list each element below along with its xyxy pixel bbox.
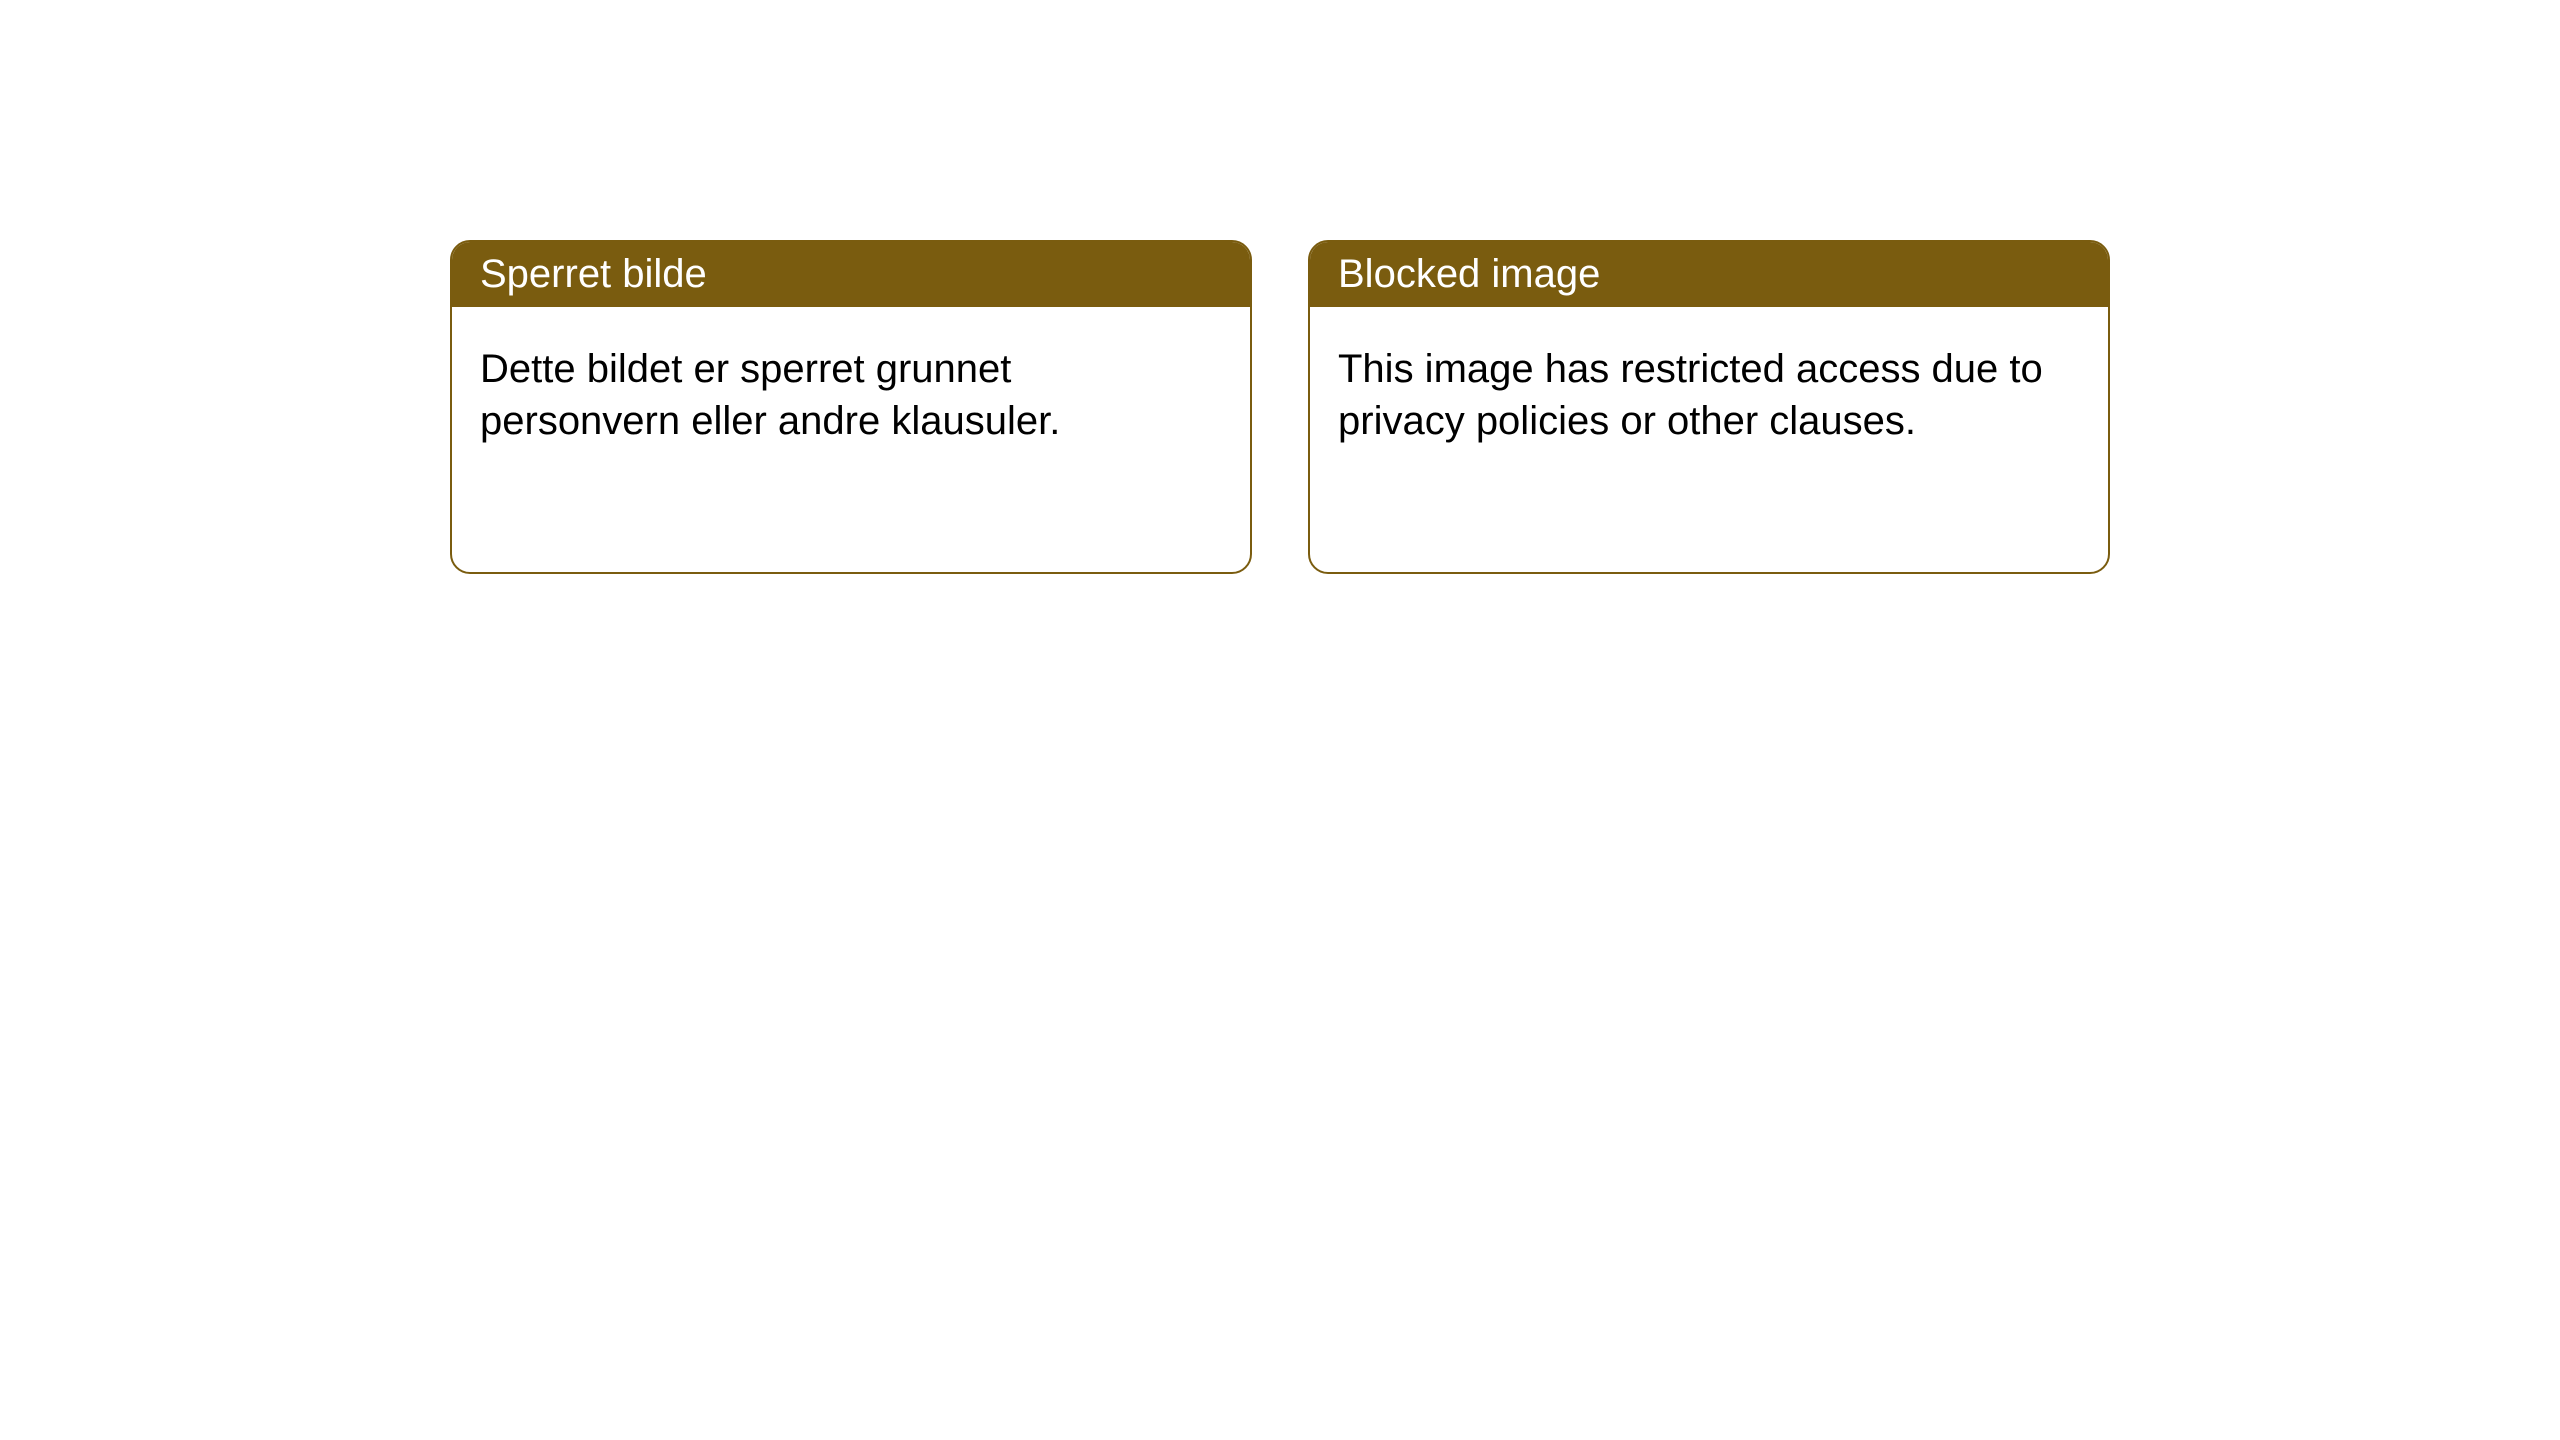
- notice-title-en: Blocked image: [1310, 242, 2108, 307]
- blocked-image-card-en: Blocked image This image has restricted …: [1308, 240, 2110, 574]
- notice-cards-container: Sperret bilde Dette bildet er sperret gr…: [0, 0, 2560, 574]
- notice-body-no: Dette bildet er sperret grunnet personve…: [452, 307, 1250, 483]
- notice-body-en: This image has restricted access due to …: [1310, 307, 2108, 483]
- blocked-image-card-no: Sperret bilde Dette bildet er sperret gr…: [450, 240, 1252, 574]
- notice-title-no: Sperret bilde: [452, 242, 1250, 307]
